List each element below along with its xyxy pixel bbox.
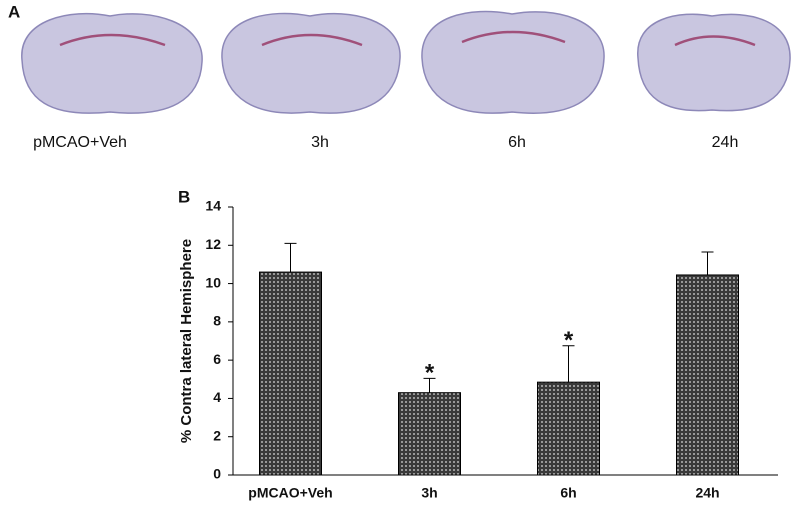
brain-slices	[21, 10, 791, 114]
brain-details	[59, 30, 756, 47]
bar	[676, 274, 739, 476]
panel-label: B	[178, 187, 190, 206]
bar	[259, 271, 322, 476]
bar	[537, 381, 600, 476]
error-bar	[562, 345, 575, 383]
y-tick-label: 10	[205, 274, 221, 290]
x-tick-label: 6h	[560, 485, 576, 501]
y-tick-label: 0	[213, 466, 221, 482]
x-tick-label: 3h	[421, 485, 437, 501]
x-tick-label: 24h	[695, 485, 719, 501]
caption: 6h	[508, 134, 526, 151]
caption: pMCAO+Veh	[33, 134, 127, 151]
y-tick-label: 4	[213, 389, 221, 405]
x-tick-label: pMCAO+Veh	[248, 485, 332, 501]
error-bar	[423, 377, 436, 393]
y-tick-label: 2	[213, 427, 221, 443]
error-bar	[701, 251, 714, 275]
y-tick-label: 8	[213, 313, 221, 329]
y-tick-label: 6	[213, 351, 221, 367]
caption: 24h	[712, 134, 739, 151]
significance-marker: *	[564, 327, 574, 354]
y-tick-label: 14	[205, 198, 221, 214]
panel-label: A	[8, 2, 20, 21]
caption: 3h	[311, 134, 329, 151]
y-tick-label: 12	[205, 236, 221, 252]
error-bar	[284, 242, 297, 273]
bar	[398, 392, 461, 476]
y-axis-label: % Contra lateral Hemisphere	[178, 239, 195, 443]
significance-marker: *	[425, 360, 435, 387]
